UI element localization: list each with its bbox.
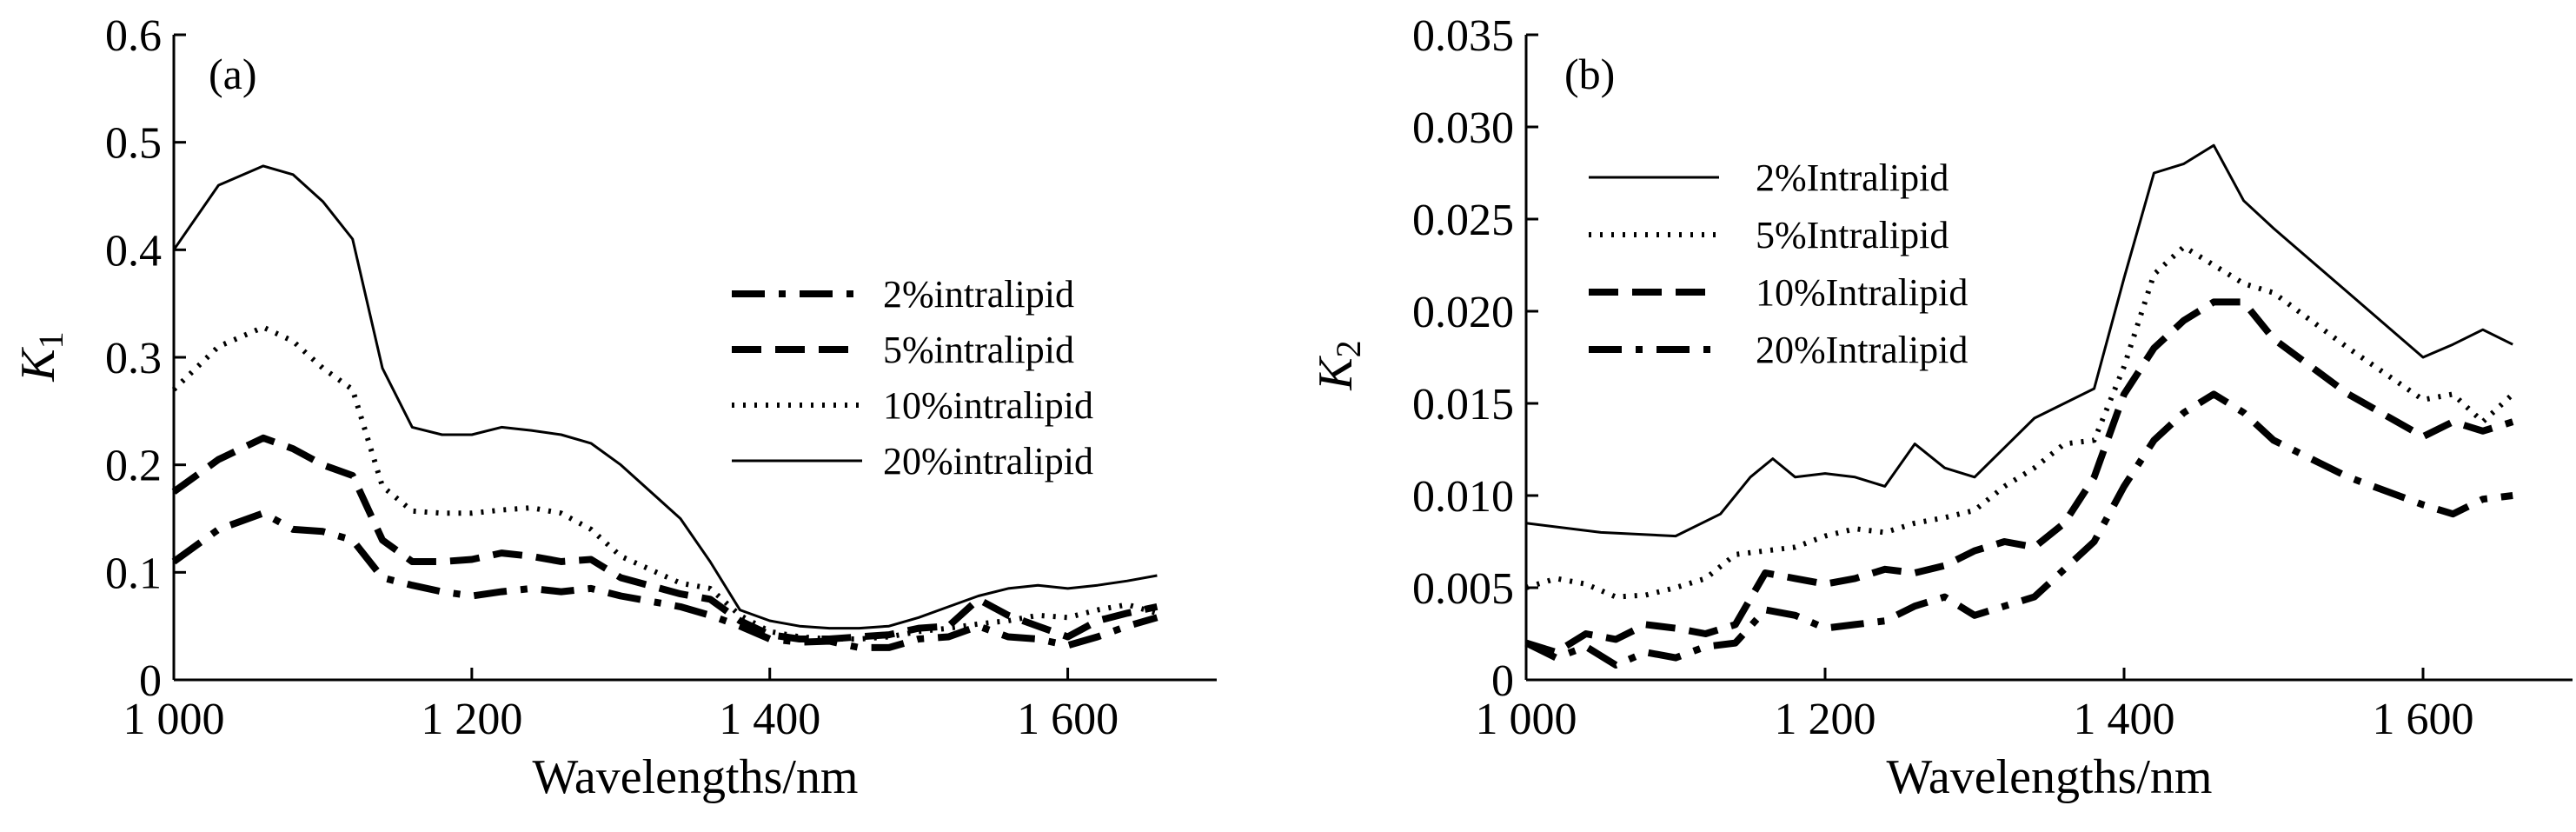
y-tick-label: 0 [1491,656,1514,706]
y-tick-label: 0.020 [1412,288,1514,337]
x-tick-label: 1 000 [1476,695,1577,744]
y-tick-label: 0.010 [1412,472,1514,522]
x-axis-label: Wavelengths/nm [1887,750,2213,804]
x-tick-label: 1 400 [719,695,820,744]
y-tick-label: 0.3 [105,334,162,383]
legend-label: 20%Intralipid [1756,329,1968,371]
y-tick-label: 0.025 [1412,196,1514,245]
legend-label: 5%Intralipid [1756,214,1949,256]
chart-panel-b: 0 0.005 0.010 0.015 0.020 0.025 0.030 0.035 1 00… [1309,11,2573,804]
y-tick-label: 0.015 [1412,380,1514,429]
series-line-2pct-intralipid [1525,143,2513,538]
legend-label: 2%intralipid [883,273,1074,316]
series-line-5pct-intralipid [171,434,1159,642]
y-tick-label: 0.035 [1412,11,1514,61]
chart-panel-a: 0 0.1 0.2 0.3 0.4 0.5 0.6 1 000 1 200 1 400 1 600 W… [11,11,1217,804]
y-tick-label: 0.5 [105,119,162,169]
y-axis-label-subscript: 2 [1329,340,1368,357]
y-tick-label: 0 [139,656,162,706]
legend-label: 10%Intralipid [1756,271,1968,314]
y-tick-label: 0.4 [105,226,162,276]
x-tick-label: 1 000 [123,695,225,744]
x-tick-label: 1 600 [2373,695,2474,744]
y-axis-label-subscript: 1 [31,331,70,349]
x-tick-label: 1 200 [421,695,522,744]
legend: 2%Intralipid 5%Intralipid 10%Intralipid 20%… [1589,156,1968,371]
y-tick-label: 0.005 [1412,564,1514,614]
series-line-10pct-intralipid [1524,298,2514,656]
legend-label: 2%Intralipid [1756,156,1949,199]
legend-label: 5%intralipid [883,329,1074,371]
series-line-10pct-intralipid [171,324,1159,642]
legend: 2%intralipid 5%intralipid 10%intralipid 20%… [732,273,1093,483]
x-axis-label: Wavelengths/nm [533,750,859,804]
y-tick-label: 0.030 [1412,103,1514,153]
y-tick-label: 0.1 [105,549,162,598]
y-axis-label: K1 [11,331,70,382]
series-line-20pct-intralipid [1524,390,2513,669]
legend-label: 20%intralipid [883,440,1093,483]
y-tick-label: 0.6 [105,11,162,61]
x-tick-label: 1 600 [1017,695,1119,744]
series-line-2pct-intralipid [171,509,1159,651]
panel-label: (b) [1564,50,1615,98]
y-axis-label-main: K [1309,356,1363,391]
x-tick-label: 1 200 [1775,695,1876,744]
panel-label: (a) [209,50,257,98]
y-axis-label-main: K [11,347,65,383]
y-axis-label: K2 [1309,340,1368,390]
series-line-20pct-intralipid [172,164,1158,630]
legend-label: 10%intralipid [883,384,1093,427]
x-tick-label: 1 400 [2074,695,2175,744]
y-tick-label: 0.2 [105,442,162,491]
